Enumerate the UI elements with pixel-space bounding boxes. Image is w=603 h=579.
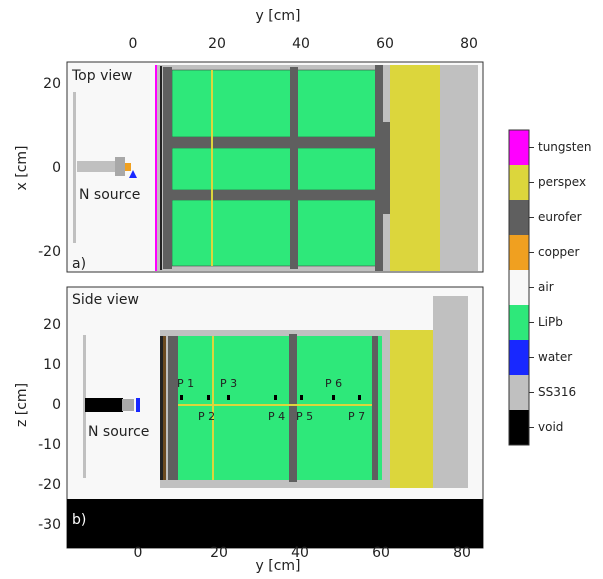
legend-swatch [509, 200, 529, 235]
x-tick-label: 40 [292, 36, 310, 52]
legend-label: LiPb [538, 315, 563, 329]
source-label: N source [79, 187, 140, 203]
bottom-geometry [66, 286, 484, 549]
legend-label: air [538, 280, 554, 294]
x-tick-label: 80 [460, 36, 478, 52]
panel-title: Side view [72, 292, 139, 308]
legend-swatch [509, 410, 529, 445]
y-tick-label: -20 [38, 477, 61, 493]
legend-label: tungsten [538, 140, 591, 154]
probe-label: P 5 [296, 410, 313, 423]
legend-label: copper [538, 245, 580, 259]
legend-frame [508, 129, 530, 446]
legend-swatch [509, 165, 529, 200]
x-tick-label: 60 [372, 545, 390, 561]
legend-swatch [509, 375, 529, 410]
legend: tungsten perspex eurofer copper air LiPb water… [508, 129, 591, 446]
source-label: N source [88, 424, 149, 440]
y-tick-label: -20 [38, 244, 61, 260]
probe-label: P 7 [348, 410, 365, 423]
legend-label: eurofer [538, 210, 582, 224]
legend-swatch [509, 130, 529, 165]
probe-label: P 2 [198, 410, 215, 423]
x-tick-label: 20 [210, 545, 228, 561]
top-geometry [66, 61, 484, 273]
x-tick-label: 40 [291, 545, 309, 561]
y-axis-label: x [cm] [14, 146, 30, 191]
legend-swatch [509, 305, 529, 340]
legend-swatch [509, 340, 529, 375]
legend-label: perspex [538, 175, 586, 189]
legend-swatch [509, 270, 529, 305]
y-tick-label: -10 [38, 437, 61, 453]
panel-title: Top view [71, 68, 132, 84]
x-axis-label: y [cm] [256, 558, 301, 574]
y-tick-label: 20 [43, 317, 61, 333]
y-tick-label: -30 [38, 517, 61, 533]
legend-swatch [509, 235, 529, 270]
probe-label: P 6 [325, 377, 342, 390]
x-axis-label: y [cm] [256, 8, 301, 24]
x-tick-label: 0 [129, 36, 138, 52]
x-tick-label: 0 [134, 545, 143, 561]
x-tick-label: 20 [208, 36, 226, 52]
legend-label: SS316 [538, 385, 576, 399]
x-tick-label: 80 [453, 545, 471, 561]
legend-label: water [538, 350, 572, 364]
probe-label: P 3 [220, 377, 237, 390]
probe-label: P 1 [177, 377, 194, 390]
panel-label: b) [72, 512, 86, 528]
y-axis-label: z [cm] [14, 383, 30, 427]
y-tick-label: 0 [52, 160, 61, 176]
y-tick-label: 0 [52, 397, 61, 413]
x-tick-label: 60 [376, 36, 394, 52]
y-tick-label: 10 [43, 357, 61, 373]
y-tick-label: 20 [43, 76, 61, 92]
legend-label: void [538, 420, 563, 434]
panel-label: a) [72, 256, 86, 272]
probe-label: P 4 [268, 410, 285, 423]
